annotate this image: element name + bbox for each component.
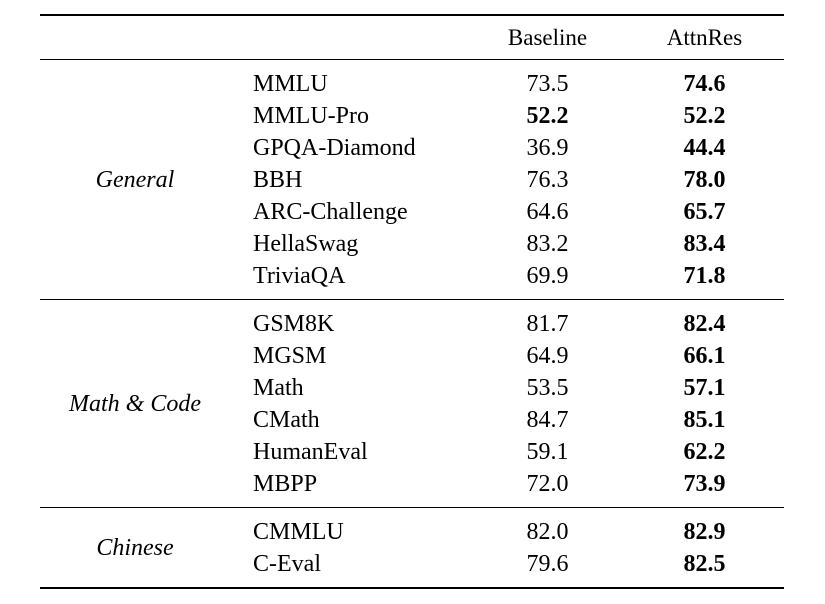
results-table: Baseline AttnRes General MMLU 73.5 74.6 M…	[40, 14, 784, 589]
attnres-value: 57.1	[683, 375, 726, 401]
benchmark-name: MGSM	[253, 343, 327, 369]
baseline-value: 52.2	[526, 103, 569, 129]
benchmark-name: GSM8K	[253, 311, 335, 337]
benchmark-name: GPQA-Diamond	[253, 135, 416, 161]
attnres-column-header: AttnRes	[666, 24, 743, 50]
section-general: General MMLU 73.5 74.6 MMLU-Pro 52.2 52.2…	[40, 60, 784, 300]
table-row: HellaSwag 83.2 83.4	[40, 228, 784, 260]
attnres-value: 71.8	[683, 263, 726, 289]
table-row: MGSM 64.9 66.1	[40, 340, 784, 372]
attnres-value: 83.4	[683, 231, 726, 257]
benchmark-name: HellaSwag	[253, 231, 359, 257]
baseline-column-header: Baseline	[507, 24, 588, 50]
baseline-value: 53.5	[526, 375, 569, 401]
section-math-code: Math & Code GSM8K 81.7 82.4 MGSM 64.9 66.…	[40, 299, 784, 508]
benchmark-name: CMath	[253, 407, 320, 433]
baseline-value: 73.5	[526, 71, 569, 97]
table-row: HumanEval 59.1 62.2	[40, 436, 784, 468]
table-row: CMath 84.7 85.1	[40, 404, 784, 436]
table-row: MBPP 72.0 73.9	[40, 468, 784, 508]
attnres-value: 74.6	[683, 71, 726, 97]
baseline-value: 64.6	[526, 199, 569, 225]
attnres-value: 62.2	[683, 439, 726, 465]
attnres-value: 52.2	[683, 103, 726, 129]
benchmark-name: BBH	[253, 167, 303, 193]
benchmark-name: HumanEval	[253, 439, 368, 465]
benchmark-name: MMLU	[253, 71, 328, 97]
benchmark-name: CMMLU	[253, 519, 344, 545]
baseline-value: 69.9	[526, 263, 569, 289]
benchmark-name: MMLU-Pro	[253, 103, 370, 129]
benchmark-name: C-Eval	[253, 551, 321, 577]
attnres-value: 65.7	[683, 199, 726, 225]
category-label: Math & Code	[69, 390, 201, 417]
attnres-value: 82.4	[683, 311, 726, 337]
attnres-value: 85.1	[683, 407, 726, 433]
benchmark-name: MBPP	[253, 471, 318, 497]
baseline-value: 83.2	[526, 231, 569, 257]
table-row: ARC-Challenge 64.6 65.7	[40, 196, 784, 228]
attnres-value: 82.9	[683, 519, 726, 545]
attnres-value: 44.4	[683, 135, 726, 161]
benchmark-name: Math	[253, 375, 304, 401]
baseline-value: 76.3	[526, 167, 569, 193]
table-header-row: Baseline AttnRes	[40, 15, 784, 60]
table-row: GPQA-Diamond 36.9 44.4	[40, 132, 784, 164]
attnres-value: 73.9	[683, 471, 726, 497]
baseline-value: 64.9	[526, 343, 569, 369]
baseline-value: 59.1	[526, 439, 569, 465]
table-row: C-Eval 79.6 82.5	[40, 548, 784, 588]
table-row: MMLU-Pro 52.2 52.2	[40, 100, 784, 132]
baseline-value: 82.0	[526, 519, 569, 545]
category-label: Chinese	[96, 534, 174, 561]
section-chinese: Chinese CMMLU 82.0 82.9 C-Eval 79.6 82.5	[40, 507, 784, 589]
table-row: Math & Code GSM8K 81.7 82.4	[40, 300, 784, 417]
baseline-value: 79.6	[526, 551, 569, 577]
attnres-value: 66.1	[683, 343, 726, 369]
attnres-value: 82.5	[683, 551, 726, 577]
table-row: TriviaQA 69.9 71.8	[40, 260, 784, 300]
table-row: General MMLU 73.5 74.6	[40, 60, 784, 193]
table-row: Math 53.5 57.1	[40, 372, 784, 404]
baseline-value: 72.0	[526, 471, 569, 497]
category-label: General	[95, 166, 175, 193]
baseline-value: 84.7	[526, 407, 569, 433]
baseline-value: 81.7	[526, 311, 569, 337]
baseline-value: 36.9	[526, 135, 569, 161]
empty-header-cell	[40, 15, 470, 60]
table-row: Chinese CMMLU 82.0 82.9	[40, 508, 784, 561]
attnres-value: 78.0	[683, 167, 726, 193]
table-row: BBH 76.3 78.0	[40, 164, 784, 196]
benchmark-name: TriviaQA	[253, 263, 346, 289]
benchmark-name: ARC-Challenge	[253, 199, 408, 225]
